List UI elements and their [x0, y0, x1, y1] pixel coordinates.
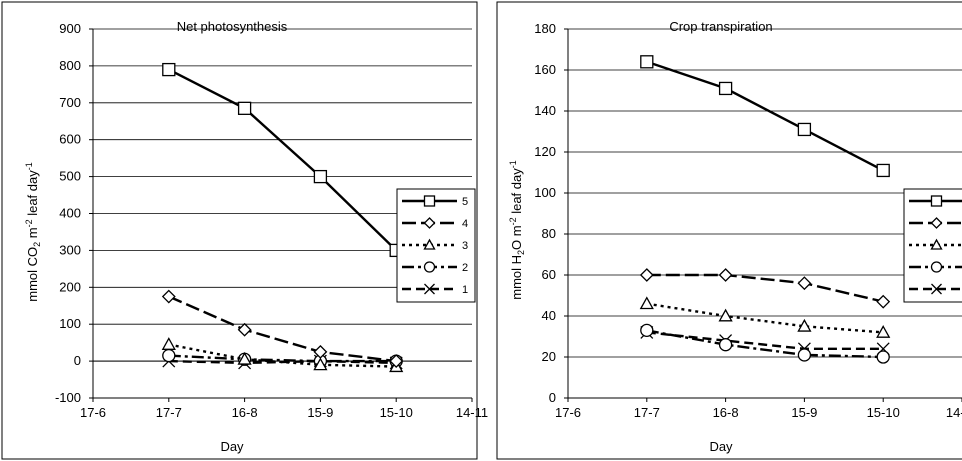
legend-marker-4: [930, 217, 943, 229]
series-5-point: [162, 62, 176, 77]
series-3-point: [797, 318, 812, 332]
y-tick-label: 800: [59, 58, 81, 73]
legend-marker-5: [423, 195, 436, 207]
legend-label-1: 1: [462, 284, 468, 296]
legend-marker-3: [930, 238, 943, 250]
legend-marker-3: [423, 238, 436, 250]
y-tick-label: 180: [534, 21, 556, 36]
legend-marker-2: [930, 261, 943, 273]
series-4-point: [876, 294, 891, 309]
y-tick-label: -100: [55, 390, 81, 405]
series-5-point: [797, 122, 812, 137]
series-2-line: [168, 354, 397, 363]
series-3-point: [718, 308, 733, 322]
y-tick-label: 0: [549, 390, 556, 405]
series-5-point: [718, 81, 733, 96]
series-3-point: [639, 296, 654, 310]
series-3-line: [168, 343, 397, 368]
y-tick-label: 400: [59, 206, 81, 221]
series-4-point: [161, 289, 176, 304]
legend-marker-5: [930, 195, 943, 207]
series-2-point: [876, 350, 890, 364]
y-tick-label: 300: [59, 242, 81, 257]
x-tick-label: 15-10: [380, 405, 413, 420]
y-tick-label: 700: [59, 95, 81, 110]
x-tick-label: 16-8: [713, 405, 739, 420]
y-tick-label: 100: [59, 316, 81, 331]
legend-marker-1: [931, 283, 942, 295]
x-tick-label: 15-9: [791, 405, 817, 420]
y-tick-label: 160: [534, 62, 556, 77]
series-4-point: [313, 344, 328, 359]
series-3-point: [876, 325, 891, 338]
series-5-point: [313, 169, 328, 184]
series-5-line: [168, 68, 398, 252]
x-tick-label: 17-7: [634, 405, 660, 420]
x-tick-label: 15-9: [307, 405, 333, 420]
series-4-line: [646, 273, 884, 303]
series-2-point: [718, 338, 733, 352]
x-tick-label: 16-8: [232, 405, 258, 420]
legend-marker-4: [423, 217, 436, 229]
y-tick-label: 0: [74, 353, 81, 368]
y-tick-label: 600: [59, 132, 81, 147]
series-2-line: [646, 329, 884, 359]
series-1-line: [646, 331, 884, 350]
series-4-point: [639, 268, 654, 282]
series-4-line: [168, 295, 397, 363]
x-tick-label: 14-11: [456, 405, 488, 420]
y-tick-label: 200: [59, 279, 81, 294]
net-photosynthesis-chart: Net photosynthesis Day mmol CO2 m-2 leaf…: [1, 1, 488, 460]
y-axis-label: mmol CO2 m-2 leaf day-1: [24, 162, 42, 302]
x-tick-label: 14-11: [946, 405, 962, 420]
y-tick-label: 120: [534, 144, 556, 159]
series-5-point: [876, 163, 890, 178]
legend-label-4: 4: [462, 218, 468, 230]
crop-transpiration-chart: Crop transpiration Day mmol H2O m-2 leaf…: [496, 1, 962, 460]
y-tick-label: 100: [534, 185, 556, 200]
series-4-point: [237, 322, 252, 337]
series-2-point: [640, 323, 654, 338]
legend-label-3: 3: [462, 240, 468, 252]
x-axis-label: Day: [709, 439, 733, 454]
x-tick-label: 17-6: [80, 405, 106, 420]
series-3-line: [646, 302, 884, 334]
series-4-point: [389, 354, 404, 369]
legend-label-2: 2: [462, 262, 468, 274]
y-tick-label: 80: [542, 226, 556, 241]
series-5-point: [237, 101, 252, 115]
y-tick-label: 900: [59, 21, 81, 36]
legend-label-5: 5: [462, 196, 468, 208]
series-3-point: [161, 337, 176, 350]
series-3-point: [313, 357, 328, 371]
legend-marker-1: [424, 283, 435, 295]
y-tick-label: 60: [542, 267, 556, 282]
chart-title: Crop transpiration: [669, 19, 772, 34]
series-4-point: [718, 268, 733, 282]
series-4-point: [797, 276, 812, 291]
series-5-point: [640, 55, 654, 69]
legend-marker-2: [423, 261, 436, 273]
chart-title: Net photosynthesis: [177, 19, 288, 34]
series-5-line: [646, 60, 884, 172]
y-axis-label: mmol H2O m-2 leaf day-1: [508, 160, 526, 300]
series-2-point: [797, 348, 812, 362]
x-tick-label: 17-6: [555, 405, 581, 420]
x-axis-label: Day: [220, 439, 244, 454]
series-3-point: [237, 351, 252, 365]
x-tick-label: 15-10: [867, 405, 900, 420]
y-tick-label: 500: [59, 169, 81, 184]
series-2-point: [162, 348, 176, 363]
y-tick-label: 20: [542, 349, 556, 364]
y-tick-label: 40: [542, 308, 556, 323]
y-tick-label: 140: [534, 103, 556, 118]
x-tick-label: 17-7: [156, 405, 182, 420]
